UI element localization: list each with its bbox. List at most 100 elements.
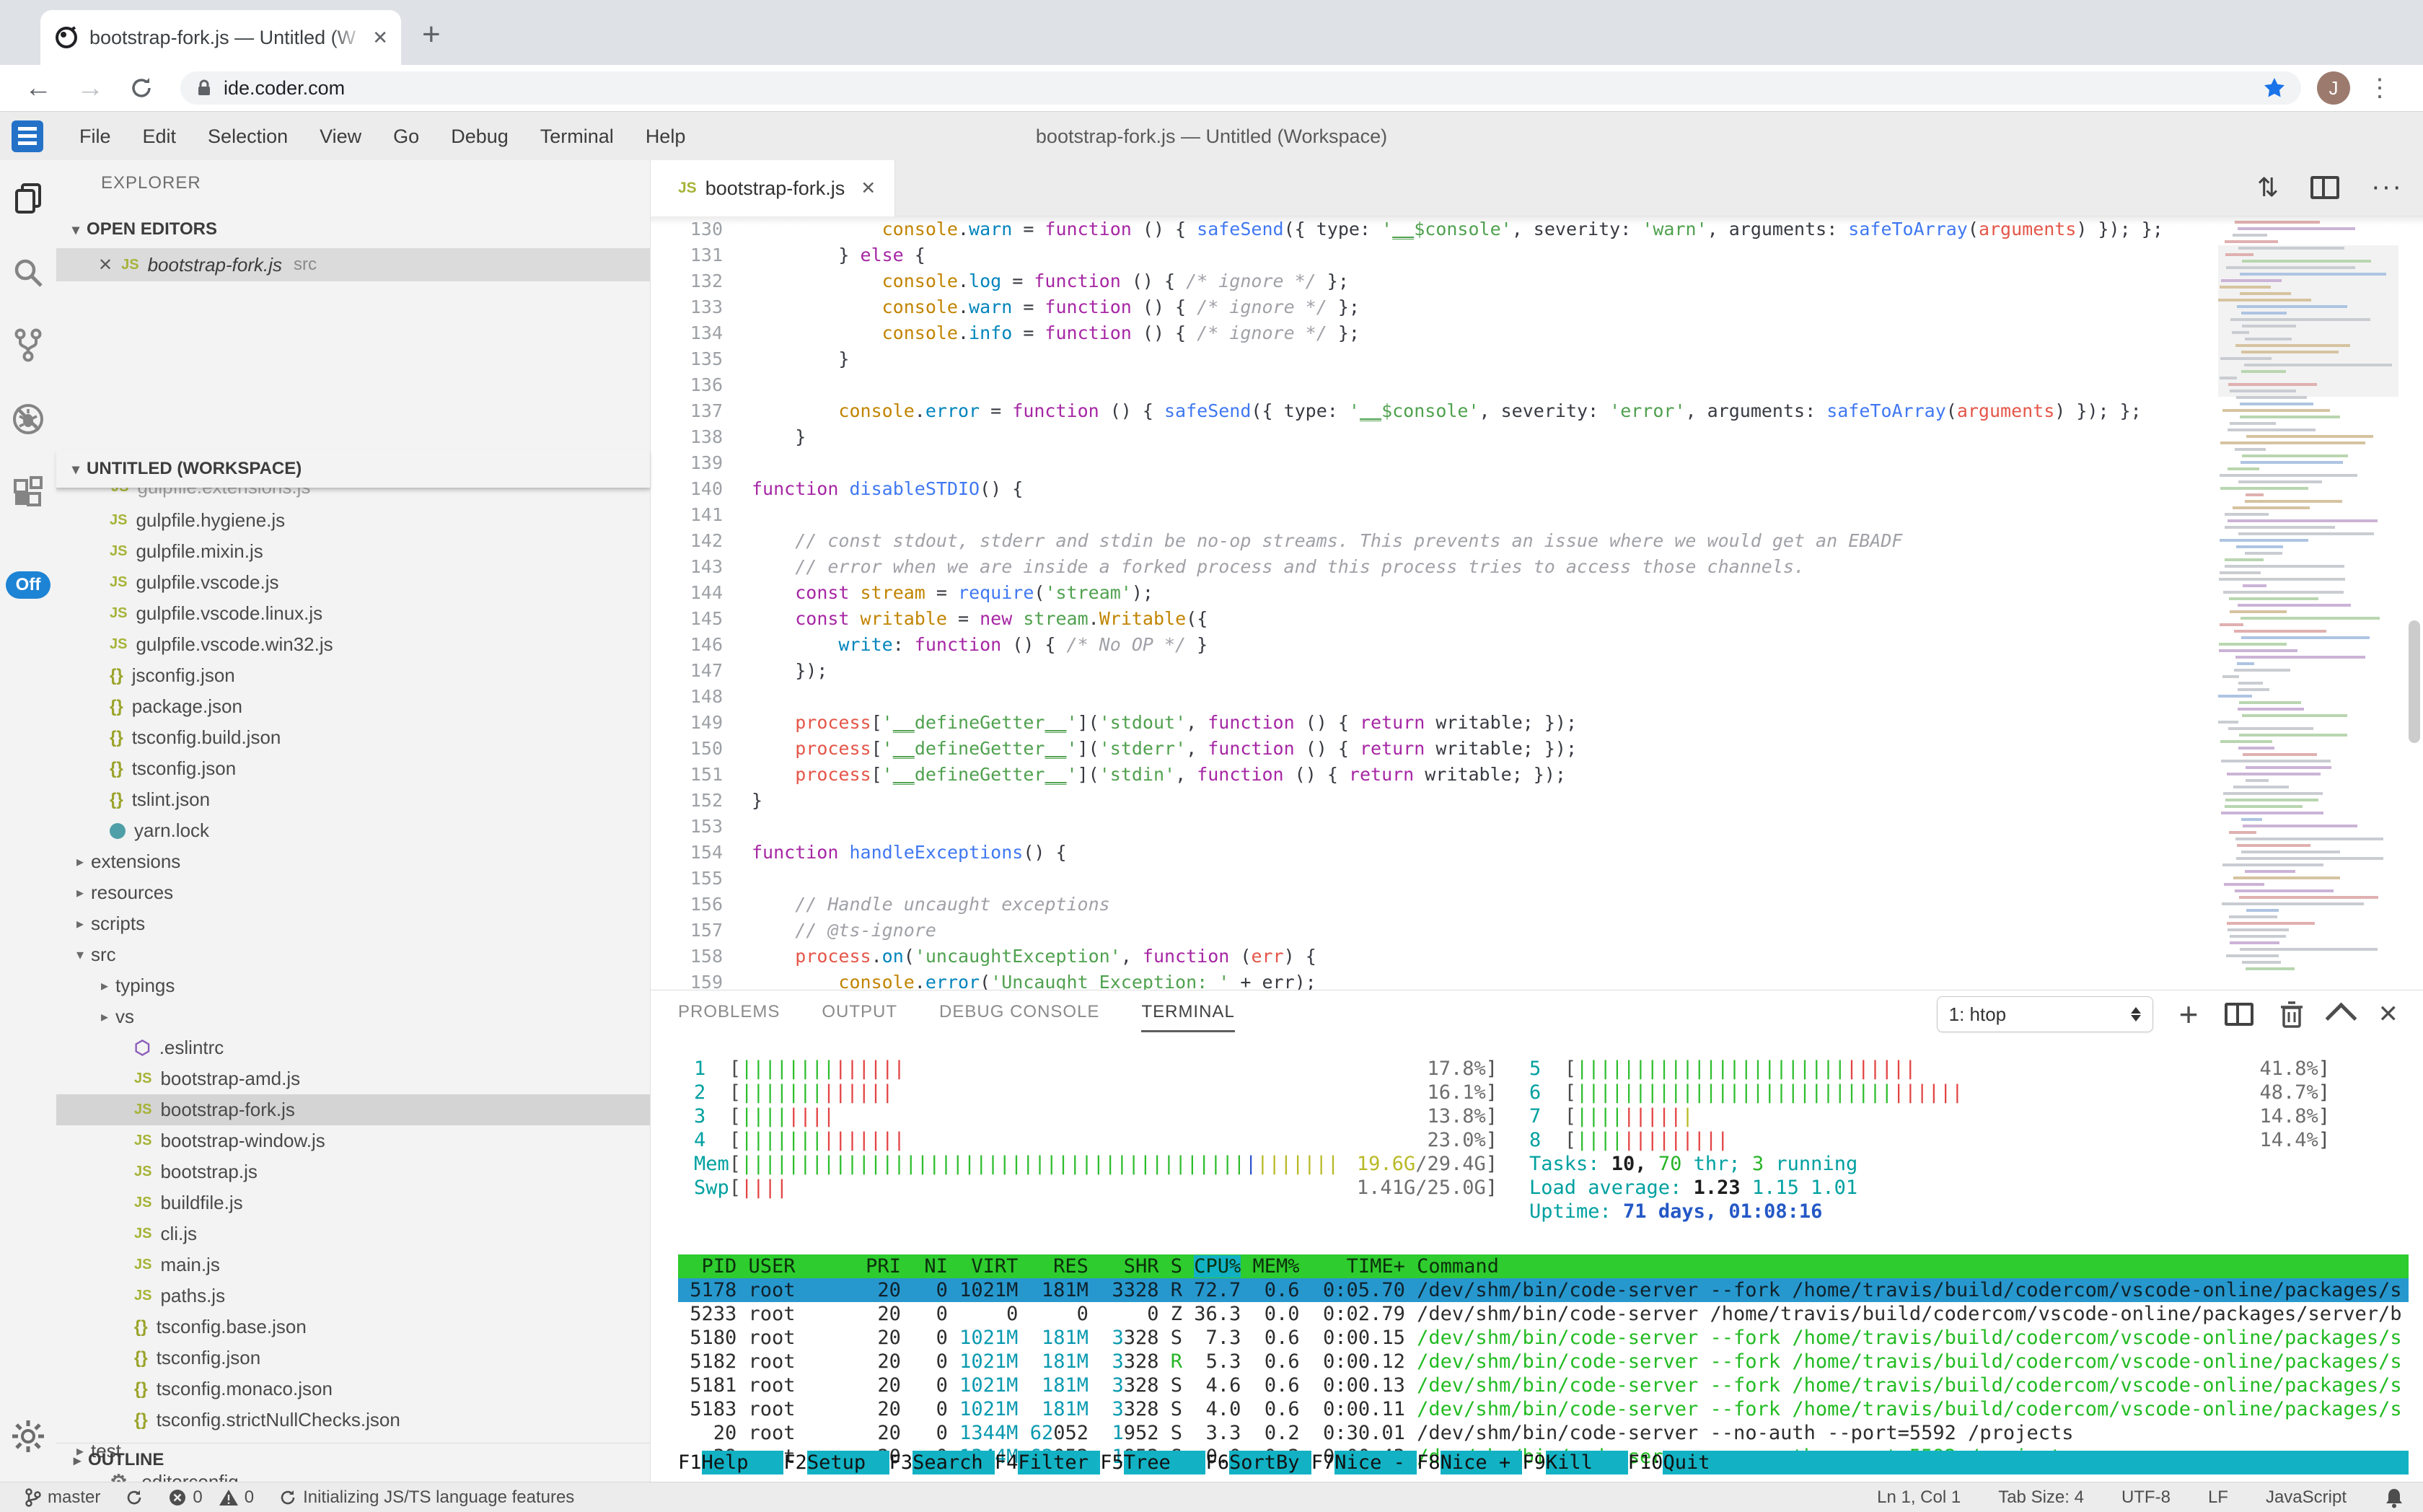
terminal-htop[interactable]: 1[|||||||||||||| 17.8%] 2[||||||||||||| 16.… — [651, 1038, 2423, 1482]
code-editor[interactable]: 130 console.warn = function () { safeSen… — [651, 216, 2423, 990]
tree-item[interactable]: yarn.lock — [56, 815, 650, 846]
fn-key[interactable]: F10 — [1627, 1451, 1663, 1474]
tree-item[interactable]: JS bootstrap.js — [56, 1156, 650, 1187]
cursor-position[interactable]: Ln 1, Col 1 — [1877, 1487, 1961, 1507]
search-icon[interactable] — [11, 255, 45, 290]
fn-key[interactable]: F7 — [1311, 1451, 1335, 1474]
extensions-icon[interactable] — [11, 476, 45, 511]
fn-label[interactable]: Filter — [1018, 1451, 1101, 1474]
fn-label[interactable]: Nice + — [1440, 1451, 1523, 1474]
sync-status[interactable] — [125, 1488, 144, 1507]
fn-key[interactable]: F1 — [678, 1451, 702, 1474]
refresh-icon[interactable] — [128, 75, 154, 101]
tree-item[interactable]: JS cli.js — [56, 1218, 650, 1249]
tree-item-selected[interactable]: JS bootstrap-fork.js — [56, 1094, 650, 1125]
menu-item-help[interactable]: Help — [645, 125, 686, 147]
htop-process-row[interactable]: 5233 root 20 0 0 0 0 Z 36.3 0.0 0:02.79 … — [678, 1303, 2402, 1325]
tree-item[interactable]: JS paths.js — [56, 1280, 650, 1311]
tab-close-icon[interactable]: ✕ — [861, 178, 876, 198]
tree-item[interactable]: ▸ vs — [56, 1001, 650, 1032]
fn-key[interactable]: F2 — [783, 1451, 807, 1474]
tree-item[interactable]: {} tsconfig.strictNullChecks.json — [56, 1405, 650, 1436]
tree-item[interactable]: JS gulpfile.vscode.linux.js — [56, 598, 650, 629]
settings-gear-icon[interactable] — [11, 1419, 45, 1454]
htop-process-row[interactable]: 5182 root 20 0 1021M 181M 3328 R 5.3 0.6… — [678, 1350, 2402, 1373]
tree-item[interactable]: JS bootstrap-amd.js — [56, 1063, 650, 1094]
menu-item-edit[interactable]: Edit — [142, 125, 177, 147]
url-bar[interactable]: ide.coder.com — [180, 71, 2301, 105]
tree-item[interactable]: JS gulpfile.hygiene.js — [56, 505, 650, 536]
tree-item[interactable]: {} tsconfig.build.json — [56, 722, 650, 753]
live-share-off-badge[interactable]: Off — [6, 571, 50, 599]
tree-item[interactable]: ▸ scripts — [56, 908, 650, 939]
fn-label[interactable]: Search — [913, 1451, 995, 1474]
terminal-select[interactable]: 1: htop — [1936, 996, 2153, 1032]
fn-key[interactable]: F8 — [1417, 1451, 1441, 1474]
fn-key[interactable]: F6 — [1205, 1451, 1229, 1474]
fn-key[interactable]: F9 — [1522, 1451, 1546, 1474]
minimap[interactable] — [2218, 216, 2398, 990]
fn-label[interactable]: Nice - — [1334, 1451, 1417, 1474]
htop-process-row[interactable]: 20 root 20 0 1344M 62052 1952 S 3.3 0.2 … — [678, 1422, 2074, 1444]
encoding[interactable]: UTF-8 — [2121, 1487, 2171, 1507]
close-panel-icon[interactable]: ✕ — [2378, 1001, 2399, 1028]
fn-label[interactable]: Setup — [806, 1451, 889, 1474]
debug-disabled-icon[interactable] — [11, 402, 45, 436]
fn-label[interactable]: Tree — [1123, 1451, 1206, 1474]
browser-tab[interactable]: bootstrap-fork.js — Untitled (W ✕ — [40, 10, 401, 65]
tree-item[interactable]: JS bootstrap-window.js — [56, 1125, 650, 1156]
git-branch-status[interactable]: master — [25, 1487, 100, 1508]
fn-label[interactable]: Help — [701, 1451, 784, 1474]
browser-menu-icon[interactable]: ⋮ — [2367, 74, 2392, 102]
tab-close-icon[interactable]: ✕ — [372, 26, 388, 48]
source-control-icon[interactable] — [11, 328, 45, 362]
tree-item[interactable]: {} package.json — [56, 691, 650, 722]
tree-item[interactable]: JS gulpfile.vscode.win32.js — [56, 629, 650, 660]
htop-process-row[interactable]: 5181 root 20 0 1021M 181M 3328 S 4.6 0.6… — [678, 1374, 2402, 1397]
htop-process-row[interactable]: 5178 root 20 0 1021M 181M 3328 R 72.7 0.… — [678, 1278, 2409, 1302]
tree-item[interactable]: {} tsconfig.base.json — [56, 1311, 650, 1342]
back-icon[interactable]: ← — [25, 72, 52, 103]
htop-table-header[interactable]: PID USER PRI NI VIRT RES SHR S CPU% MEM%… — [678, 1254, 2409, 1278]
fn-label[interactable]: SortBy — [1229, 1451, 1311, 1474]
scrollbar-thumb[interactable] — [2409, 620, 2420, 743]
tree-item[interactable]: JS gulpfile.vscode.js — [56, 567, 650, 598]
fn-key[interactable]: F3 — [889, 1451, 913, 1474]
fn-key[interactable]: F4 — [994, 1451, 1019, 1474]
tree-item[interactable]: ▸ test — [56, 1436, 650, 1467]
language-mode[interactable]: JavaScript — [2265, 1487, 2347, 1507]
menu-item-go[interactable]: Go — [393, 125, 420, 147]
more-actions-icon[interactable]: ··· — [2371, 172, 2403, 202]
tab-size[interactable]: Tab Size: 4 — [1998, 1487, 2084, 1507]
avatar[interactable]: J — [2317, 71, 2350, 105]
section-open-editors[interactable]: ▾ OPEN EDITORS — [56, 211, 650, 248]
split-terminal-icon[interactable] — [2224, 1003, 2253, 1026]
tree-item[interactable]: ▸ resources — [56, 877, 650, 908]
editor-tab[interactable]: JS bootstrap-fork.js ✕ — [651, 160, 896, 216]
notifications-bell-icon[interactable] — [2384, 1487, 2404, 1508]
tree-item[interactable]: {} jsconfig.json — [56, 660, 650, 691]
menu-item-debug[interactable]: Debug — [451, 125, 509, 147]
tree-item[interactable]: {} tslint.json — [56, 784, 650, 815]
section-outline[interactable]: ▸ OUTLINE — [56, 1443, 650, 1477]
tree-item[interactable]: {} tsconfig.json — [56, 753, 650, 784]
toggle-editor-layout-icon[interactable]: ⇅ — [2256, 172, 2279, 202]
new-terminal-icon[interactable]: + — [2178, 995, 2199, 1033]
menu-item-selection[interactable]: Selection — [208, 125, 289, 147]
fn-label[interactable]: Quit — [1663, 1451, 1746, 1474]
fn-key[interactable]: F5 — [1100, 1451, 1124, 1474]
panel-tab-problems[interactable]: PROBLEMS — [678, 1002, 780, 1021]
section-workspace[interactable]: ▾ UNTITLED (WORKSPACE) — [56, 450, 650, 488]
coder-logo-icon[interactable] — [12, 120, 43, 152]
forward-icon[interactable]: → — [76, 72, 104, 103]
panel-tab-debug-console[interactable]: DEBUG CONSOLE — [939, 1002, 1100, 1021]
panel-tab-output[interactable]: OUTPUT — [822, 1002, 898, 1021]
htop-process-row[interactable]: 5180 root 20 0 1021M 181M 3328 S 7.3 0.6… — [678, 1327, 2402, 1349]
eol[interactable]: LF — [2207, 1487, 2228, 1507]
editor-scrollbar[interactable] — [2407, 216, 2422, 990]
open-editor-item[interactable]: ✕ JS bootstrap-fork.js src — [56, 248, 650, 281]
tree-item[interactable]: {} tsconfig.json — [56, 1342, 650, 1373]
maximize-panel-icon[interactable] — [2325, 1002, 2357, 1034]
fn-label[interactable]: Kill — [1545, 1451, 1628, 1474]
tree-item[interactable]: JS main.js — [56, 1249, 650, 1280]
